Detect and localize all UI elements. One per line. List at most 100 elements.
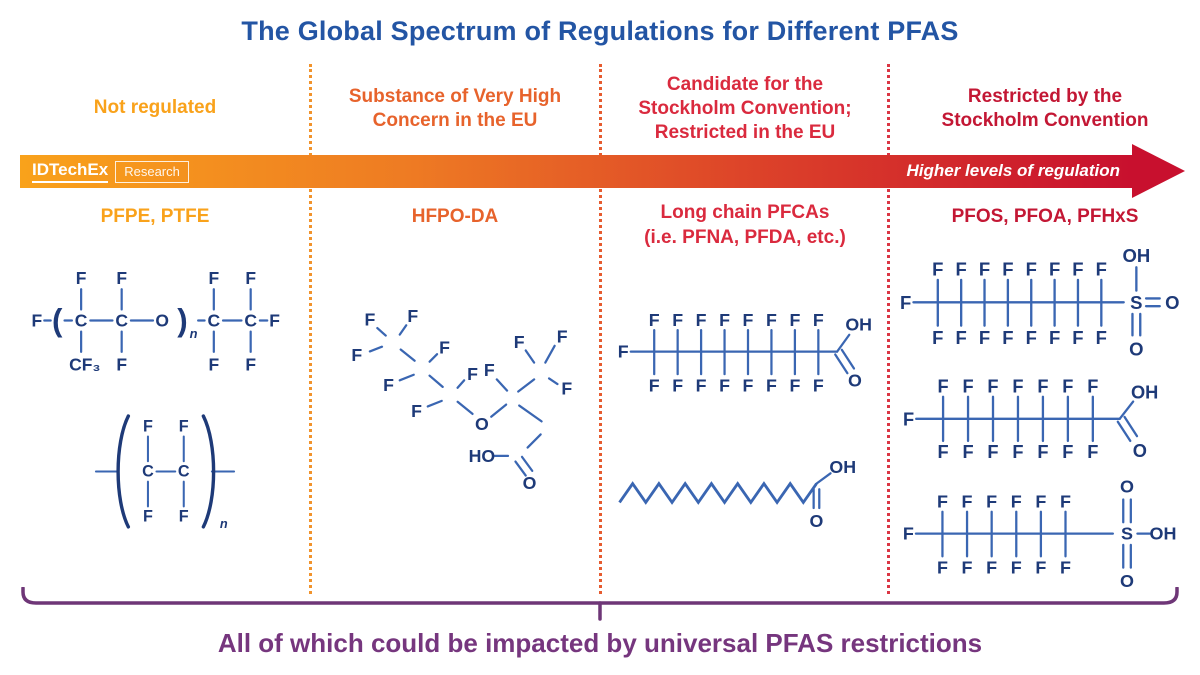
atom-label: F: [938, 376, 949, 397]
atom-label: F: [1087, 376, 1098, 397]
atom-label: F: [364, 310, 375, 330]
atom-label: F: [813, 375, 824, 395]
atom-label: O: [1120, 571, 1134, 591]
atom-label: F: [987, 376, 998, 397]
atom-label: F: [696, 375, 707, 395]
atom-label: F: [514, 332, 525, 352]
atom-label: F: [900, 292, 911, 313]
bond: [1116, 420, 1132, 443]
structure-long-chain-pfca: F F F F F F F F F F F F F F F F F OH O: [612, 301, 884, 404]
atom-label: (: [52, 303, 63, 338]
atom-label: F: [1072, 327, 1083, 348]
atom-label: C: [75, 311, 88, 331]
atom-label: O: [810, 511, 824, 531]
atom-label: F: [813, 310, 824, 330]
atom-label: F: [649, 375, 660, 395]
bond: [524, 349, 536, 364]
structure-pfoa: F F F F F F F F F F F F F F F OH O: [897, 367, 1185, 473]
atom-label: O: [1133, 440, 1147, 461]
atom-label: OH: [829, 457, 856, 477]
atom-label: C: [207, 311, 220, 331]
atom-label: O: [155, 311, 169, 331]
atom-label: HO: [469, 446, 496, 466]
atom-label: F: [986, 491, 997, 511]
atom-label: F: [467, 364, 478, 384]
atom-label: F: [962, 558, 973, 578]
atom-label: F: [789, 375, 800, 395]
atom-label: F: [1026, 259, 1037, 280]
atom-label: F: [561, 379, 572, 399]
column-divider-3: [887, 64, 890, 594]
atom-label: O: [1129, 339, 1143, 360]
bond: [368, 345, 384, 353]
idtechex-research-badge: Research: [115, 160, 189, 183]
atom-label: F: [766, 310, 777, 330]
bond: [456, 400, 474, 416]
column-divider-1: [309, 64, 312, 594]
bond: [517, 378, 536, 393]
atom-label: F: [1002, 327, 1013, 348]
atom-label: F: [696, 310, 707, 330]
atom-label: F: [649, 310, 660, 330]
bond: [398, 324, 408, 336]
arrow-head: [1132, 144, 1185, 198]
atom-label: F: [407, 306, 418, 326]
atom-label: F: [557, 326, 568, 346]
atom-label: F: [618, 342, 629, 362]
atom-label: F: [672, 375, 683, 395]
atom-label: F: [76, 268, 87, 288]
atom-label: F: [1049, 327, 1060, 348]
atom-label: F: [938, 441, 949, 462]
atom-label: F: [1035, 491, 1046, 511]
idtechex-logo-text: IDTechEx: [32, 160, 109, 183]
bond: [399, 348, 416, 362]
structure-fatty-acid-chain: OH O: [612, 448, 884, 537]
atom-label: C: [115, 311, 128, 331]
atom-label: F: [439, 338, 450, 358]
atom-label: F: [987, 441, 998, 462]
atom-label: F: [962, 376, 973, 397]
atom-label: S: [1121, 524, 1133, 544]
substances-label-col2: HFPO-DA: [411, 206, 499, 227]
atom-label: F: [956, 259, 967, 280]
page-title: The Global Spectrum of Regulations for D…: [241, 16, 959, 46]
atom-label: F: [719, 375, 730, 395]
atom-label: C: [178, 462, 190, 480]
bond: [456, 379, 466, 389]
atom-label: F: [1060, 558, 1071, 578]
structure-pfpe: F(C C O) n C C F F F F F CF₃ F F F: [24, 256, 282, 385]
bond: [514, 460, 527, 477]
atom-label: F: [979, 327, 990, 348]
atom-label: F: [1072, 259, 1083, 280]
atom-label: F: [672, 310, 683, 330]
atom-label: F: [1062, 441, 1073, 462]
bond: [490, 403, 508, 418]
atom-label: F: [179, 417, 189, 435]
atom-label: F: [411, 401, 422, 421]
bond: [428, 353, 439, 363]
atom-label: F: [932, 259, 943, 280]
atom-label: F: [979, 259, 990, 280]
atom-label: F: [956, 327, 967, 348]
atom-label: F: [484, 360, 495, 380]
atom-label: C: [142, 462, 154, 480]
atom-label: F: [1035, 558, 1046, 578]
bond: [840, 348, 856, 370]
atom-label: O: [1120, 476, 1134, 496]
atom-label: F: [986, 558, 997, 578]
atom-label: n: [220, 516, 228, 531]
bond: [1123, 415, 1139, 438]
atom-label: F: [383, 375, 394, 395]
atom-label: F: [937, 491, 948, 511]
bond-chain: [618, 481, 818, 505]
column-header-stockholm-candidate: Candidate for the Stockholm Convention; …: [638, 74, 852, 143]
atom-label: C: [244, 311, 257, 331]
bond: [544, 344, 556, 364]
atom-label: F: [1012, 376, 1023, 397]
atom-label: F: [143, 417, 153, 435]
